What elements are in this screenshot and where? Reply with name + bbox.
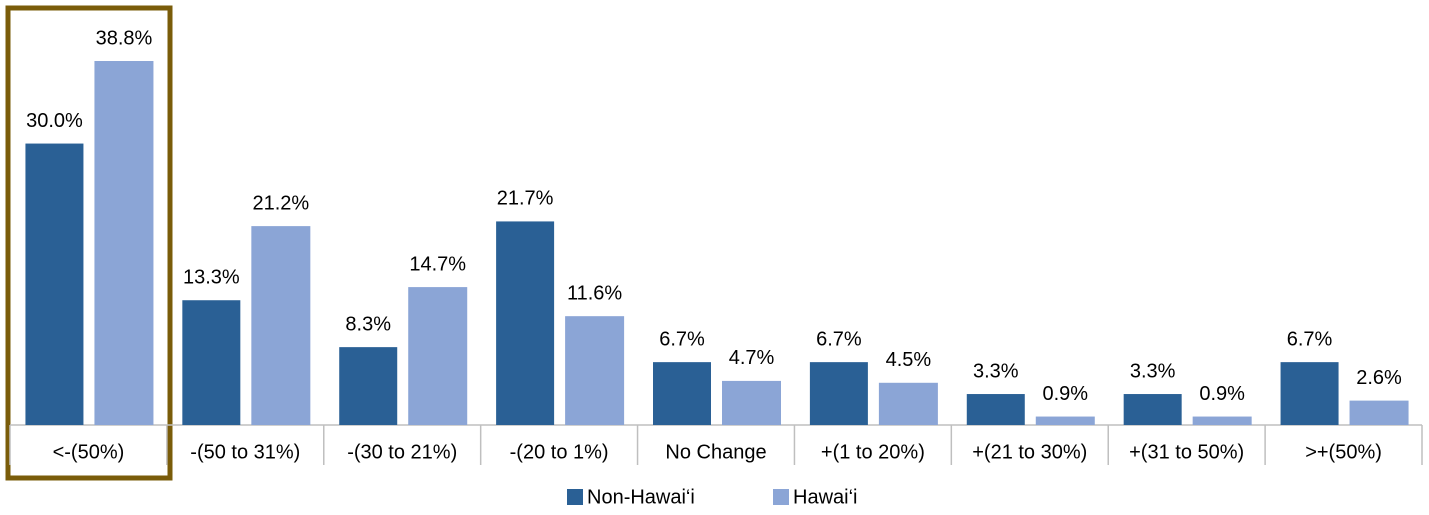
- bar: [1035, 416, 1095, 425]
- bar: [1192, 416, 1252, 425]
- bar: [496, 221, 555, 425]
- x-tick-label: +(21 to 30%): [972, 441, 1087, 463]
- x-tick-label: >+(50%): [1305, 441, 1382, 463]
- legend-swatch: [773, 489, 789, 505]
- data-label: 30.0%: [26, 110, 83, 132]
- bar: [809, 362, 868, 425]
- legend-label: Hawai‘i: [793, 486, 857, 508]
- legend-label: Non-Hawai‘i: [587, 486, 695, 508]
- bar: [1349, 400, 1409, 425]
- data-label: 14.7%: [409, 253, 466, 275]
- bar: [878, 382, 938, 425]
- bar: [251, 226, 311, 425]
- bar: [653, 362, 711, 425]
- x-tick-label: -(50 to 31%): [190, 441, 300, 463]
- data-label: 13.3%: [183, 267, 240, 289]
- x-tick-label: -(20 to 1%): [510, 441, 609, 463]
- bar: [408, 287, 468, 425]
- data-label: 0.9%: [1199, 383, 1245, 405]
- bar: [339, 347, 398, 425]
- data-label: 0.9%: [1042, 383, 1088, 405]
- x-tick-label: No Change: [665, 441, 766, 463]
- bar: [1123, 394, 1182, 425]
- data-label: 21.2%: [252, 192, 309, 214]
- bar: [94, 61, 154, 425]
- highlight-box: [5, 5, 173, 481]
- bar: [25, 143, 84, 425]
- x-tick-label: +(31 to 50%): [1129, 441, 1244, 463]
- x-tick-label: -(30 to 21%): [347, 441, 457, 463]
- data-label: 3.3%: [973, 360, 1019, 382]
- data-label: 11.6%: [567, 282, 622, 304]
- bar: [1280, 362, 1339, 425]
- data-label: 21.7%: [497, 188, 554, 210]
- data-label: 4.7%: [729, 347, 775, 369]
- bar: [722, 380, 781, 425]
- data-label: 6.7%: [659, 328, 705, 350]
- bar: [565, 316, 625, 425]
- data-label: 6.7%: [816, 328, 862, 350]
- bar: [182, 300, 241, 425]
- data-label: 2.6%: [1356, 367, 1402, 389]
- bar: [966, 394, 1025, 425]
- legend-swatch: [567, 489, 583, 505]
- data-label: 4.5%: [886, 349, 932, 371]
- data-label: 38.8%: [96, 27, 153, 49]
- x-tick-label: <-(50%): [53, 441, 125, 463]
- data-label: 8.3%: [345, 313, 391, 335]
- data-label: 6.7%: [1287, 328, 1333, 350]
- x-tick-label: +(1 to 20%): [821, 441, 925, 463]
- data-label: 3.3%: [1130, 360, 1176, 382]
